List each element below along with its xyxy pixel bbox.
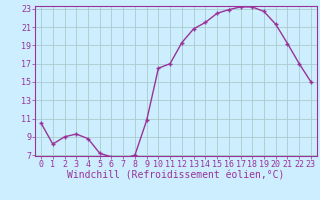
X-axis label: Windchill (Refroidissement éolien,°C): Windchill (Refroidissement éolien,°C) <box>67 171 285 181</box>
